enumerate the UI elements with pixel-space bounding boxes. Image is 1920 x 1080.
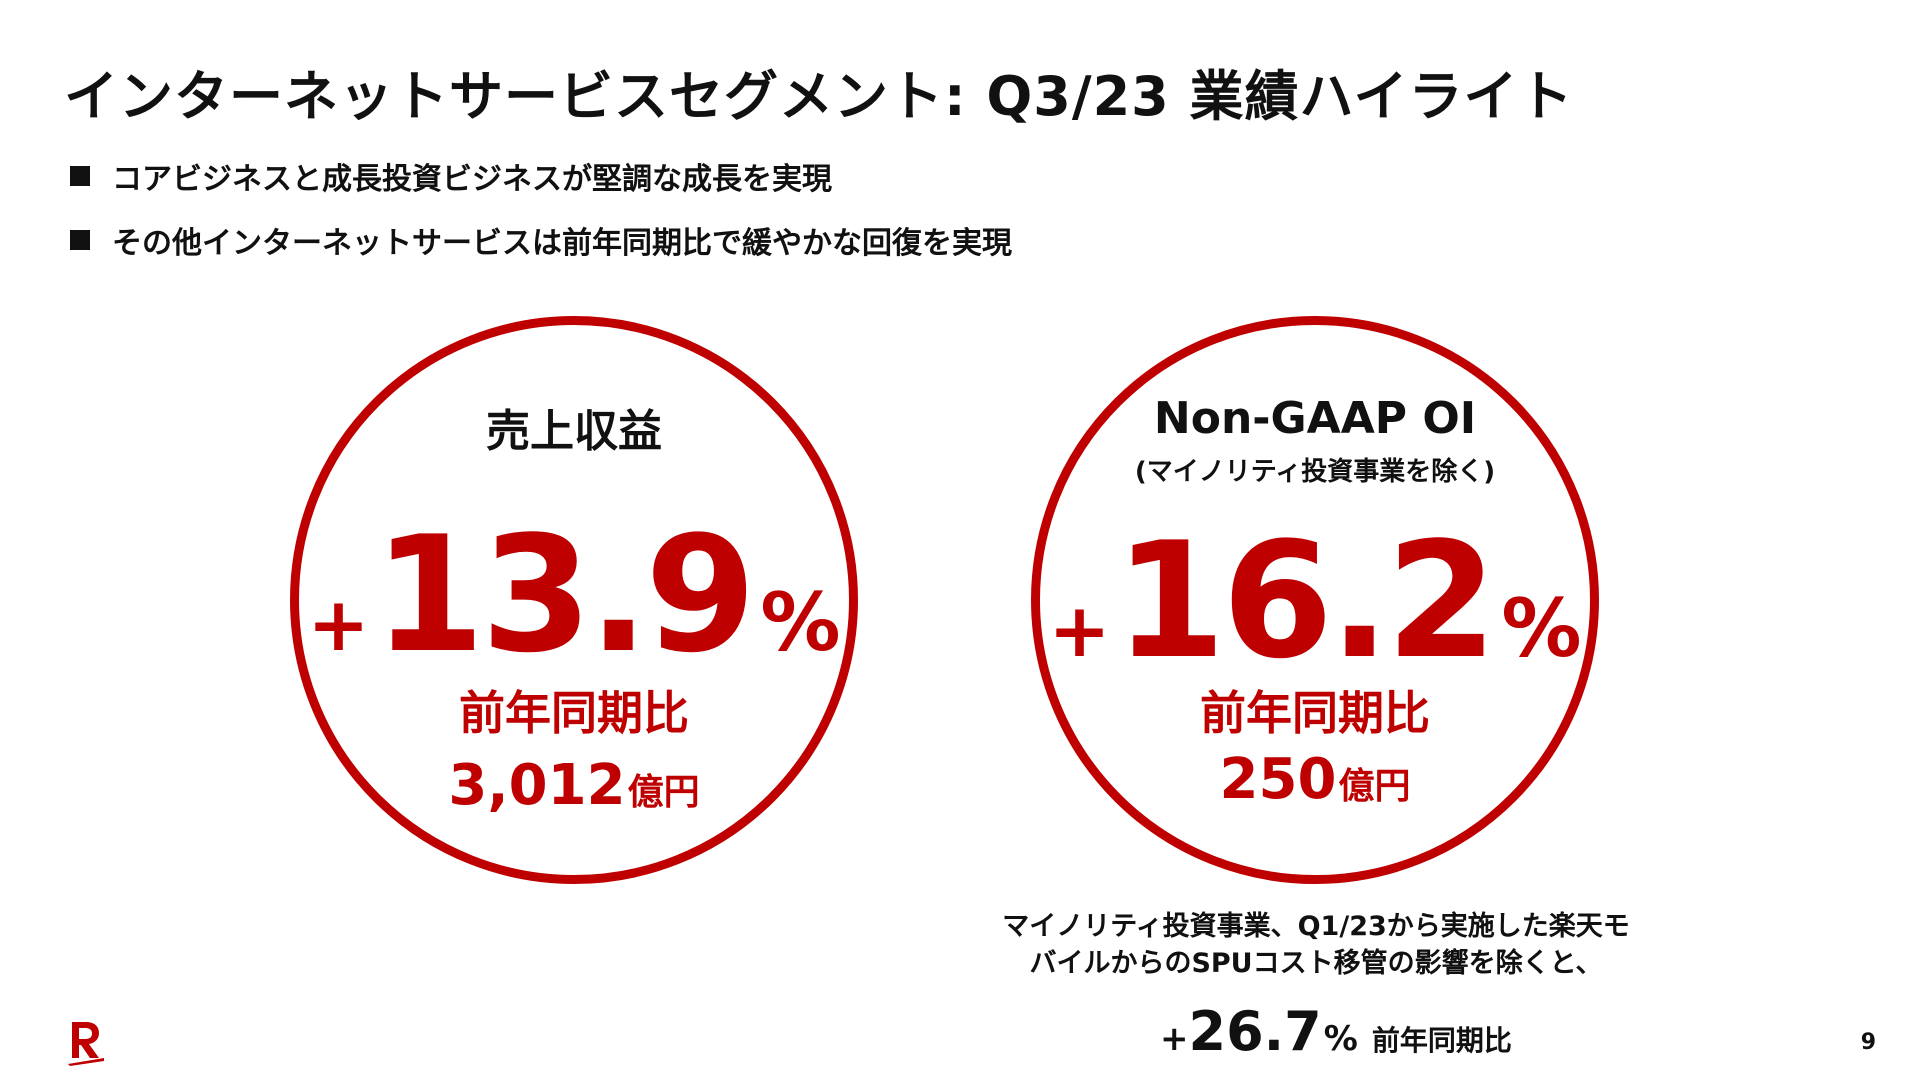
revenue-circle: 売上収益 + 13.9 % 前年同期比 3,012 億円 <box>290 316 858 884</box>
oi-amount: 250 億円 <box>1040 747 1590 812</box>
oi-growth: + 16.2 % <box>1040 521 1590 681</box>
revenue-growth-sign: + <box>307 582 370 668</box>
revenue-growth-percent: % <box>760 576 841 669</box>
oi-yoy-label: 前年同期比 <box>1200 686 1430 740</box>
oi-circle: Non-GAAP OI (マイノリティ投資事業を除く) + 16.2 % 前年同… <box>1031 316 1599 884</box>
bullet-item: コアビジネスと成長投資ビジネスが堅調な成長を実現 <box>70 144 1012 208</box>
bullet-text: その他インターネットサービスは前年同期比で緩やかな回復を実現 <box>112 226 1012 261</box>
oi-amount-value: 250 <box>1219 747 1337 812</box>
page-number: 9 <box>1860 1030 1876 1055</box>
oi-sublabel: (マイノリティ投資事業を除く) <box>1134 457 1496 487</box>
oi-label: Non-GAAP OI <box>1153 393 1477 444</box>
oi-growth-percent: % <box>1501 582 1582 675</box>
adjusted-growth-sign: + <box>1160 1019 1189 1059</box>
bullet-list: コアビジネスと成長投資ビジネスが堅調な成長を実現 その他インターネットサービスは… <box>70 144 1012 272</box>
bullet-text: コアビジネスと成長投資ビジネスが堅調な成長を実現 <box>112 162 832 197</box>
oi-growth-sign: + <box>1048 588 1111 674</box>
adjusted-growth-percent: % <box>1323 1019 1358 1059</box>
page-title: インターネットサービスセグメント: Q3/23 業績ハイライト <box>64 65 1574 128</box>
revenue-growth: + 13.9 % <box>299 515 849 675</box>
revenue-amount-value: 3,012 <box>448 753 626 818</box>
revenue-yoy-label: 前年同期比 <box>459 686 689 740</box>
revenue-growth-value: 13.9 <box>373 501 757 688</box>
revenue-amount-unit: 億円 <box>627 772 700 813</box>
revenue-amount: 3,012 億円 <box>299 753 849 818</box>
bullet-square-icon <box>70 166 90 186</box>
footnote: マイノリティ投資事業、Q1/23から実施した楽天モ バイルからのSPUコスト移管… <box>996 908 1636 982</box>
oi-growth-value: 16.2 <box>1114 507 1498 694</box>
revenue-label: 売上収益 <box>486 406 662 457</box>
adjusted-growth: + 26.7 % 前年同期比 <box>1160 1000 1512 1063</box>
oi-amount-unit: 億円 <box>1338 766 1411 807</box>
adjusted-growth-value: 26.7 <box>1188 1000 1322 1063</box>
footnote-line: マイノリティ投資事業、Q1/23から実施した楽天モ <box>1002 911 1630 942</box>
bullet-square-icon <box>70 230 90 250</box>
footnote-line: バイルからのSPUコスト移管の影響を除くと、 <box>1029 948 1603 979</box>
adjusted-growth-yoy-label: 前年同期比 <box>1371 1024 1512 1057</box>
bullet-item: その他インターネットサービスは前年同期比で緩やかな回復を実現 <box>70 208 1012 272</box>
rakuten-logo-icon <box>68 1022 104 1066</box>
